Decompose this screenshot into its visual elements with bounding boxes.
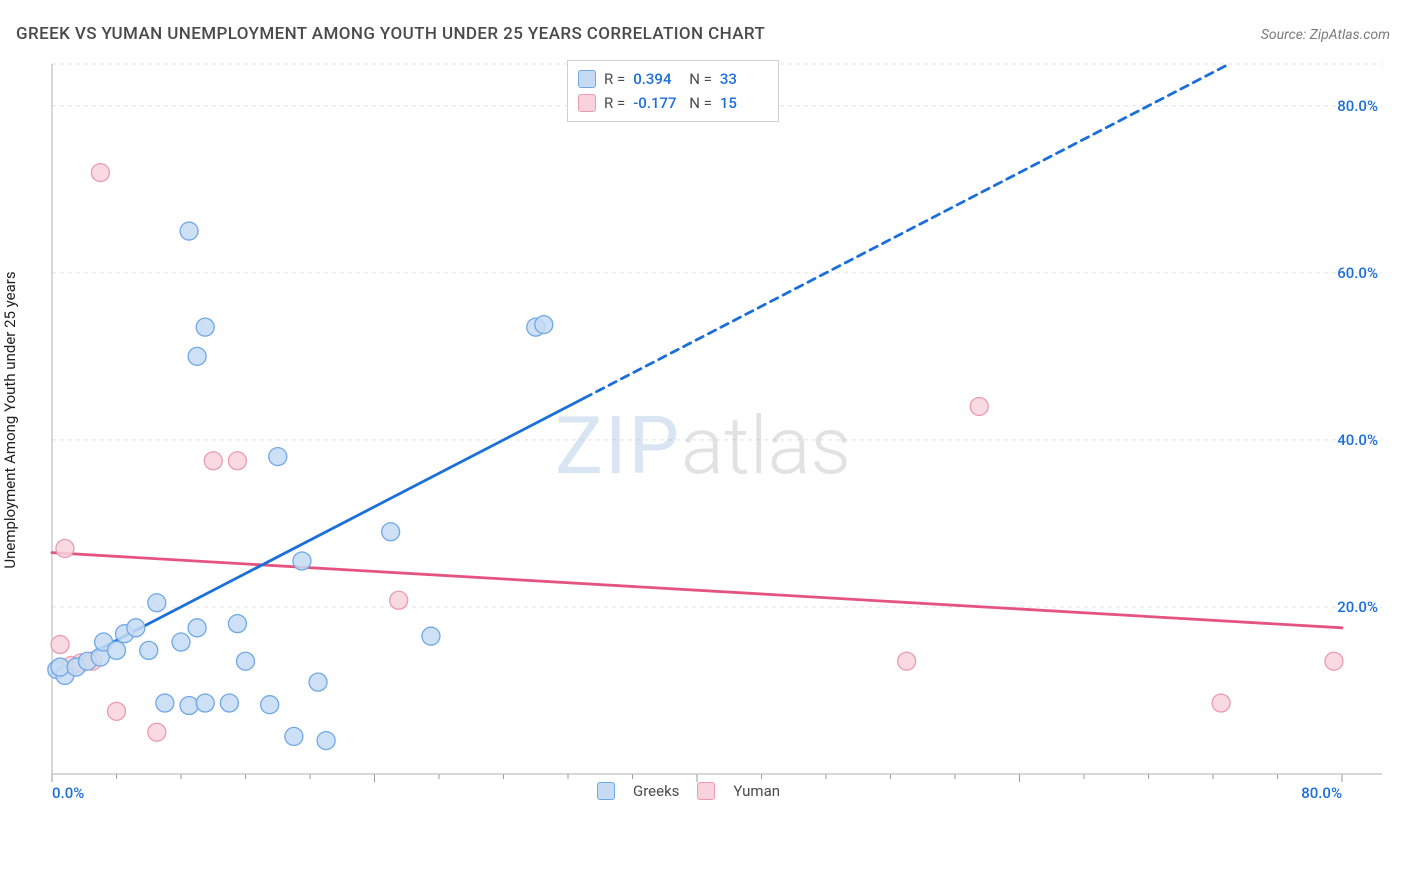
greeks-point [140, 641, 158, 659]
greeks-point [108, 641, 126, 659]
greeks-point [180, 222, 198, 240]
stat-r-label2: R = [604, 91, 625, 115]
greeks-point [228, 615, 246, 633]
x-legend-greeks-swatch-icon [597, 782, 615, 800]
yuman-point [148, 723, 166, 741]
greeks-point [148, 594, 166, 612]
stat-n-greeks: 33 [720, 67, 768, 91]
greeks-point [156, 694, 174, 712]
y-tick-label: 60.0% [1337, 264, 1378, 282]
chart-source: Source: ZipAtlas.com [1261, 27, 1390, 43]
yuman-point [91, 164, 109, 182]
chart-title: GREEK VS YUMAN UNEMPLOYMENT AMONG YOUTH … [16, 24, 765, 44]
greeks-point [422, 627, 440, 645]
x-axis-legend: Greeks Yuman [597, 782, 780, 800]
greeks-point [172, 633, 190, 651]
yuman-point [228, 452, 246, 470]
swatch-yuman-icon [578, 94, 596, 112]
chart-header: GREEK VS YUMAN UNEMPLOYMENT AMONG YOUTH … [16, 24, 1390, 44]
trendline [52, 553, 1342, 628]
swatch-greeks-icon [578, 70, 596, 88]
greeks-point [180, 697, 198, 715]
y-axis-label: Unemployment Among Youth under 25 years [1, 271, 19, 568]
stats-row-yuman: R = -0.177 N = 15 [578, 91, 768, 115]
stat-r-label: R = [604, 67, 625, 91]
y-tick-label: 80.0% [1337, 97, 1378, 115]
stat-r-yuman: -0.177 [633, 91, 681, 115]
yuman-point [390, 591, 408, 609]
stat-n-yuman: 15 [720, 91, 768, 115]
stats-legend: R = 0.394 N = 33 R = -0.177 N = 15 [567, 60, 779, 122]
greeks-point [382, 523, 400, 541]
greeks-point [535, 316, 553, 334]
greeks-point [51, 658, 69, 676]
yuman-point [1212, 694, 1230, 712]
yuman-point [51, 636, 69, 654]
greeks-point [269, 448, 287, 466]
greeks-point [237, 652, 255, 670]
yuman-point [204, 452, 222, 470]
stat-n-label2: N = [689, 91, 712, 115]
yuman-point [898, 652, 916, 670]
greeks-point [127, 619, 145, 637]
plot-area: 20.0% 40.0% 60.0% 80.0% 0.0% 80.0% [46, 56, 1386, 808]
greeks-point [196, 694, 214, 712]
x-legend-greeks-label: Greeks [633, 782, 679, 800]
greeks-point [293, 552, 311, 570]
yuman-point [970, 397, 988, 415]
yuman-point [56, 539, 74, 557]
stat-n-label: N = [689, 67, 712, 91]
greeks-point [220, 694, 238, 712]
greeks-point [285, 727, 303, 745]
greeks-point [261, 696, 279, 714]
scatter-chart: 20.0% 40.0% 60.0% 80.0% 0.0% 80.0% [46, 56, 1386, 808]
x-tick-label-max: 80.0% [1301, 784, 1342, 802]
x-legend-yuman-label: Yuman [733, 782, 780, 800]
stats-row-greeks: R = 0.394 N = 33 [578, 67, 768, 91]
greeks-point [196, 318, 214, 336]
yuman-point [108, 702, 126, 720]
stat-r-greeks: 0.394 [633, 67, 681, 91]
x-tick-label-min: 0.0% [52, 784, 84, 802]
greeks-point [317, 732, 335, 750]
greeks-point [188, 347, 206, 365]
greeks-point [309, 673, 327, 691]
y-tick-label: 40.0% [1337, 431, 1378, 449]
yuman-point [1325, 652, 1343, 670]
x-legend-yuman-swatch-icon [697, 782, 715, 800]
greeks-point [188, 619, 206, 637]
y-tick-label: 20.0% [1337, 598, 1378, 616]
